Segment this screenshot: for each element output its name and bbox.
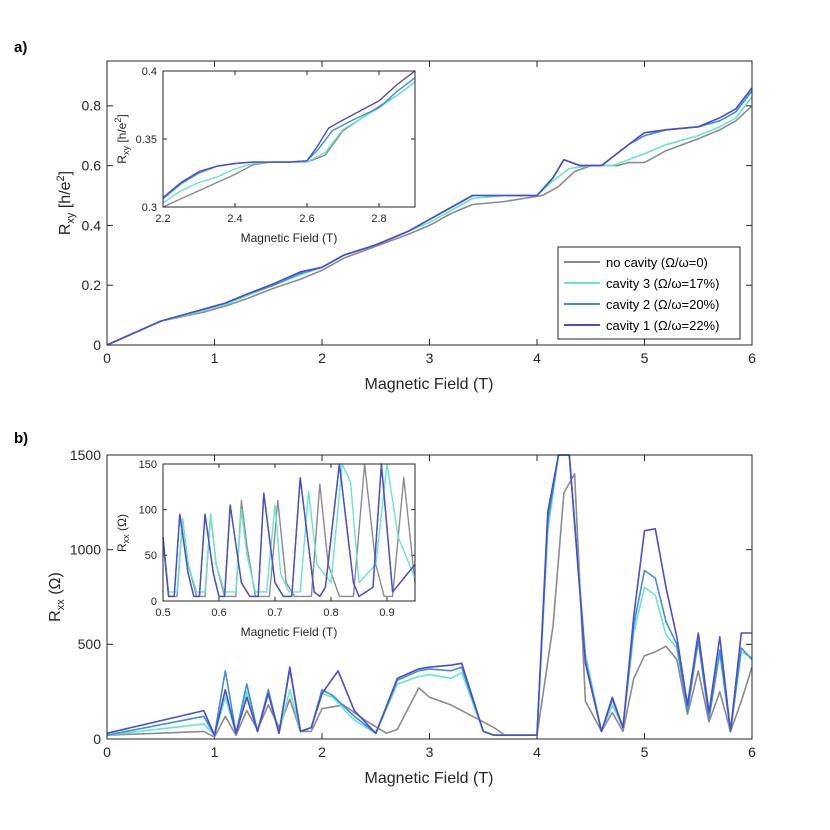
panel-b-inset-ytick-label: 100 bbox=[139, 505, 157, 517]
panel-a-ytick-label: 0.6 bbox=[82, 158, 102, 174]
panel-b-xtick-label: 0 bbox=[103, 744, 111, 760]
panel-a-xtick-label: 2 bbox=[318, 350, 326, 366]
panel-a-xtick-label: 4 bbox=[533, 350, 541, 366]
panel-a-inset-ytick-label: 0.4 bbox=[142, 66, 157, 78]
panel-a-inset-area bbox=[163, 71, 415, 207]
panel-a-series-cavity-1 bbox=[106, 87, 753, 346]
panel-b-ytick-label: 1000 bbox=[70, 542, 101, 558]
panel-a-xtick-label: 5 bbox=[641, 350, 649, 366]
panel-a-inset-box bbox=[162, 70, 416, 208]
panel-a-inset-xtick-label: 2.4 bbox=[227, 213, 242, 225]
panel-a-inset-series-cavity-1 bbox=[162, 70, 416, 199]
panel-a-axes-box bbox=[106, 60, 753, 346]
panel-b-xtick-label: 4 bbox=[533, 744, 541, 760]
panel-a-xtick-label: 0 bbox=[103, 350, 111, 366]
panel-b-inset-ylabel: Rxx (Ω) bbox=[115, 514, 131, 552]
panel-b-inset-box bbox=[162, 463, 416, 602]
panel-a-series-no-cavity bbox=[106, 105, 753, 346]
panel-a-ytick-label: 0 bbox=[93, 337, 101, 353]
panel-b-ytick-label: 1500 bbox=[70, 447, 101, 463]
panel-a-series-cavity-3 bbox=[106, 96, 753, 346]
panel-a-inset-xtick-label: 2.2 bbox=[155, 213, 170, 225]
legend-entry-cavity-2: cavity 2 (Ω/ω=20%) bbox=[606, 297, 719, 312]
panel-b-inset-series-cavity-3 bbox=[162, 463, 416, 593]
panel-b-xtick-label: 6 bbox=[748, 744, 756, 760]
panel-b-inset-xtick-label: 0.6 bbox=[211, 607, 226, 619]
panel-b-inset-xlabel: Magnetic Field (T) bbox=[241, 625, 338, 639]
legend-entry-cavity-1: cavity 1 (Ω/ω=22%) bbox=[606, 318, 719, 333]
panel-b-inset-ytick-label: 0 bbox=[151, 596, 157, 608]
panel-b-inset-xtick-label: 0.9 bbox=[379, 607, 394, 619]
legend-entry-no-cavity: no cavity (Ω/ω=0) bbox=[606, 255, 708, 270]
panel-b-ytick-label: 500 bbox=[78, 636, 102, 652]
panel-b-inset-plot: 0.5 0.6 0.7 0.8 0.9 0 50 100 150 Magnetic Field … bbox=[115, 459, 416, 639]
panel-a-xtick-label: 1 bbox=[211, 350, 219, 366]
panel-a-ytick-label: 0.2 bbox=[82, 277, 102, 293]
panel-a-inset-xtick-label: 2.6 bbox=[299, 213, 314, 225]
panel-b-inset-xtick-label: 0.7 bbox=[267, 607, 282, 619]
panel-a-inset-plot: 2.2 2.4 2.6 2.8 0.3 0.35 0.4 Magnetic Field (T… bbox=[113, 66, 416, 245]
panel-b-xtick-label: 1 bbox=[211, 744, 219, 760]
panel-b-series-cavity-1 bbox=[106, 454, 752, 737]
panel-b-xtick-label: 5 bbox=[641, 744, 649, 760]
panel-b-inset-xtick-label: 0.8 bbox=[323, 607, 338, 619]
panel-a-xtick-label: 6 bbox=[748, 350, 756, 366]
panel-a-ytick-label: 0.4 bbox=[82, 217, 102, 233]
panel-b-axes-box bbox=[106, 454, 753, 740]
panel-a-xtick-label: 3 bbox=[426, 350, 434, 366]
panel-b-inset-series-no-cavity bbox=[162, 463, 416, 598]
panel-b-inset-xtick-label: 0.5 bbox=[155, 607, 170, 619]
panel-b-ylabel: Rxx (Ω) bbox=[47, 572, 67, 622]
panel-a-inset-xlabel: Magnetic Field (T) bbox=[241, 231, 338, 245]
panel-b-xlabel: Magnetic Field (T) bbox=[365, 770, 494, 787]
panel-label-b: b) bbox=[14, 430, 28, 447]
panel-a-inset-ytick-label: 0.35 bbox=[136, 134, 157, 146]
panel-a-inset-xtick-label: 2.8 bbox=[371, 213, 386, 225]
legend: no cavity (Ω/ω=0) cavity 3 (Ω/ω=17%) cav… bbox=[557, 246, 741, 340]
panel-label-a: a) bbox=[14, 39, 27, 56]
panel-b-ytick-label: 0 bbox=[93, 731, 101, 747]
panel-b-xtick-label: 2 bbox=[318, 744, 326, 760]
legend-entry-cavity-3: cavity 3 (Ω/ω=17%) bbox=[606, 276, 719, 291]
panel-b-inset-series-cavity-1 bbox=[162, 463, 416, 598]
panel-b-inset-ytick-label: 50 bbox=[145, 550, 157, 562]
panel-b-series-no-cavity bbox=[106, 473, 753, 738]
panel-b-xtick-label: 3 bbox=[426, 744, 434, 760]
panel-a-ylabel: Rxy [h/e2] bbox=[55, 171, 77, 235]
panel-a-ytick-label: 0.8 bbox=[82, 98, 102, 114]
panel-a-xlabel: Magnetic Field (T) bbox=[365, 376, 494, 393]
panel-b-inset-ytick-label: 150 bbox=[139, 459, 157, 471]
panel-a-inset-ytick-label: 0.3 bbox=[142, 202, 157, 214]
